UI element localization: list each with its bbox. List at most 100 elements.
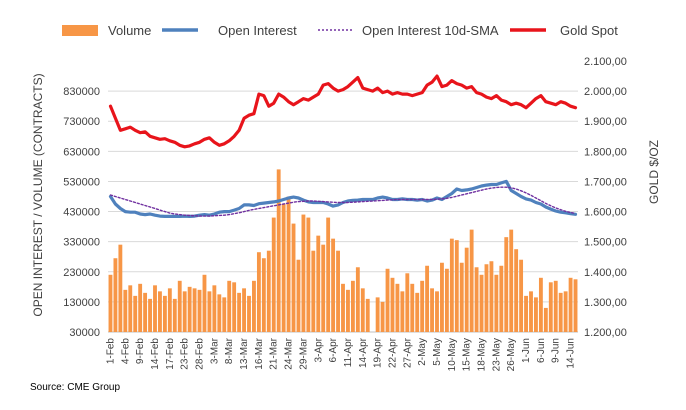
x-tick-label: 19-Apr: [373, 337, 384, 368]
x-tick-label: 14-Jun: [566, 338, 577, 369]
volume-bar: [118, 244, 123, 332]
y-tick-label: 130000: [63, 297, 100, 309]
volume-bar: [232, 282, 237, 332]
legend-label-oi-sma: Open Interest 10d-SMA: [362, 23, 499, 38]
x-tick-label: 29-Mar: [298, 337, 309, 369]
y-tick-label: 830000: [63, 86, 100, 98]
y-right-tick-label: 1.300,00: [584, 297, 627, 309]
volume-bar: [573, 279, 578, 332]
volume-bar: [291, 223, 296, 332]
volume-bar: [558, 292, 563, 332]
volume-bar: [123, 289, 128, 332]
open-interest-sma-line: [109, 186, 577, 217]
x-tick-label: 18-May: [477, 338, 488, 371]
x-tick-label: 8-Mar: [224, 337, 235, 364]
volume-bar: [286, 196, 291, 332]
volume-bar: [242, 288, 246, 332]
volume-bar: [326, 217, 331, 332]
source-note: Source: CME Group: [30, 382, 120, 393]
volume-bar: [415, 292, 420, 332]
y-right-tick-label: 1.500,00: [584, 237, 627, 249]
volume-bar: [385, 268, 390, 332]
y-right-tick-label: 1.600,00: [584, 207, 627, 219]
x-tick-label: 28-Feb: [195, 338, 206, 370]
legend-label-gold-spot: Gold Spot: [560, 23, 618, 38]
volume-bar: [440, 262, 444, 332]
volume-bar: [177, 280, 182, 332]
x-tick-label: 9-Jun: [551, 338, 562, 363]
volume-bar: [524, 295, 528, 332]
x-tick-label: 22-Apr: [388, 337, 399, 368]
series-lines: [108, 74, 578, 218]
volume-bar: [261, 258, 266, 332]
volume-bar: [321, 244, 326, 332]
volume-bar: [276, 169, 281, 332]
volume-bar: [271, 217, 276, 332]
volume-bars: [108, 169, 578, 332]
x-tick-label: 1-Feb: [106, 338, 117, 365]
volume-bar: [237, 292, 242, 332]
volume-bar: [301, 214, 306, 332]
volume-bar: [202, 274, 207, 332]
volume-bar: [192, 288, 197, 332]
volume-bar: [390, 277, 395, 332]
volume-bar: [494, 274, 499, 332]
y-right-tick-label: 1.700,00: [584, 176, 627, 188]
y-tick-label: 530000: [63, 176, 100, 188]
y-tick-label: 730000: [63, 116, 100, 128]
volume-bar: [474, 267, 479, 332]
volume-bar: [346, 289, 350, 332]
volume-bar: [207, 291, 212, 332]
y-tick-label: 30000: [69, 327, 100, 339]
x-tick-label: 15-May: [462, 338, 473, 371]
legend: Volume Open Interest Open Interest 10d-S…: [62, 23, 618, 38]
volume-bar: [459, 262, 464, 332]
volume-bar: [484, 264, 489, 332]
volume-bar: [172, 298, 177, 332]
y-tick-label: 630000: [63, 146, 100, 158]
legend-label-volume: Volume: [108, 23, 151, 38]
volume-bar: [553, 280, 558, 332]
volume-bar: [158, 291, 162, 332]
volume-bar: [380, 301, 385, 332]
volume-bar: [479, 274, 484, 332]
volume-bar: [252, 280, 256, 332]
volume-bar: [538, 277, 543, 332]
y-right-tick-label: 1.400,00: [584, 267, 627, 279]
volume-bar: [454, 240, 459, 332]
volume-bar: [543, 307, 548, 332]
y-right-tick-label: 2.000,00: [584, 86, 627, 98]
volume-bar: [162, 295, 167, 332]
y-tick-label: 330000: [63, 237, 100, 249]
volume-bar: [256, 252, 261, 332]
x-tick-label: 16-Mar: [254, 337, 265, 369]
volume-bar: [143, 292, 148, 332]
x-tick-label: 5-May: [432, 338, 443, 366]
volume-bar: [113, 258, 118, 332]
x-tick-label: 2-May: [417, 338, 428, 366]
volume-bar: [138, 283, 143, 332]
volume-bar: [341, 283, 345, 332]
volume-bar: [281, 204, 286, 332]
volume-bar: [355, 267, 360, 332]
volume-bar: [444, 268, 449, 332]
volume-bar: [499, 265, 504, 332]
legend-swatch-volume: [62, 25, 98, 36]
volume-bar: [489, 261, 494, 332]
volume-bar: [400, 291, 405, 332]
volume-bar: [425, 265, 430, 332]
x-tick-label: 9-Feb: [135, 338, 146, 365]
x-axis-ticks: 1-Feb 4-Feb 9-Feb 14-Feb 17-Feb 23-Feb 28-Feb 3…: [106, 337, 577, 371]
x-tick-label: 6-Jun: [536, 338, 547, 363]
volume-bar: [469, 229, 474, 332]
volume-bar: [133, 295, 138, 332]
legend-label-open-interest: Open Interest: [218, 23, 297, 38]
x-tick-label: 14-Feb: [150, 338, 161, 370]
x-tick-label: 4-Feb: [120, 338, 131, 365]
volume-bar: [197, 289, 202, 332]
x-tick-label: 27-Apr: [402, 337, 413, 368]
y-right-tick-label: 1.800,00: [584, 146, 627, 158]
volume-bar: [306, 217, 311, 332]
x-tick-label: 11-Apr: [343, 337, 354, 367]
